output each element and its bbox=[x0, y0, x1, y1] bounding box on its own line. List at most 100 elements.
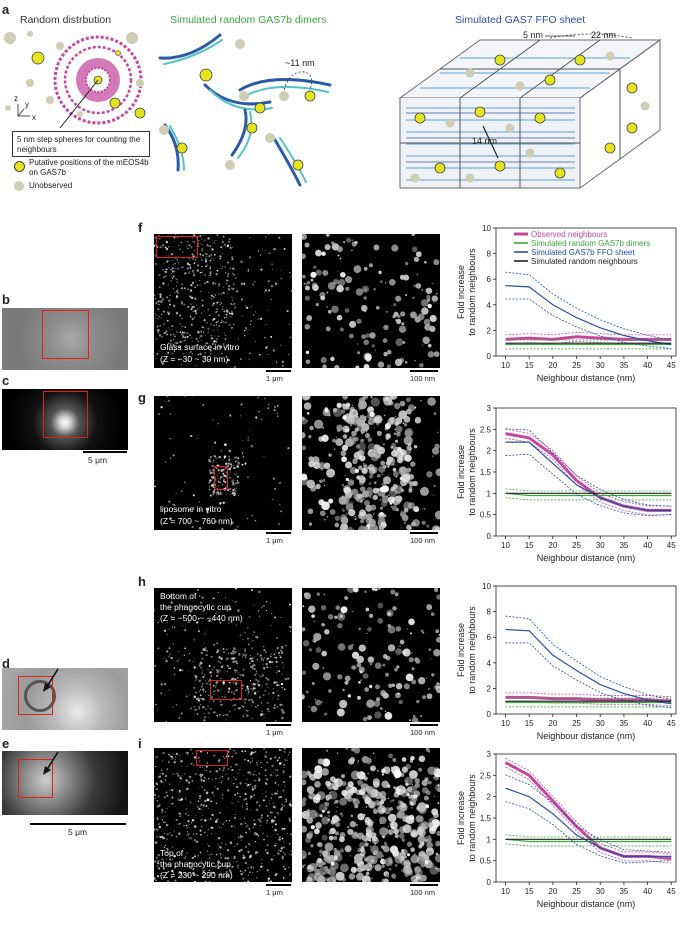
caption-i-line2: the phagocytic cup bbox=[160, 859, 231, 869]
panel-label-i: i bbox=[138, 736, 142, 751]
x-tick-label: 45 bbox=[667, 887, 676, 896]
y-tick-label: 2 bbox=[487, 793, 492, 802]
plot-frame bbox=[495, 227, 677, 357]
widefield-image-b bbox=[2, 308, 128, 370]
roi-box-b bbox=[42, 310, 89, 359]
y-tick-label: 0 bbox=[487, 532, 492, 541]
ffo-distance-14nm: 14 nm bbox=[472, 136, 498, 146]
y-tick-label: 0 bbox=[487, 710, 492, 719]
y-tick-label: 1.5 bbox=[480, 468, 492, 477]
y-axis-label-line2: to random neighbours bbox=[467, 248, 477, 336]
speckle-layer bbox=[154, 588, 292, 722]
palm-image-g-overview: liposome in vitro (Z = 700 ~ 760 nm) bbox=[154, 396, 292, 530]
scalebar-i-right bbox=[410, 884, 438, 886]
roi-box-c bbox=[43, 391, 88, 438]
x-axis-label: Neighbour distance (nm) bbox=[537, 899, 636, 909]
x-tick-label: 35 bbox=[619, 887, 628, 896]
plot-frame bbox=[495, 585, 677, 715]
chart-h: 0 2 4 6 8 10 10 15 20 25 30 35 40 45 Neighbour distanc… bbox=[456, 582, 677, 741]
y-axis-label-line1: Fold increase bbox=[456, 445, 466, 499]
y-tick-label: 2.5 bbox=[480, 771, 492, 780]
dimer-distance-label: ~11 nm bbox=[285, 58, 315, 68]
palm-image-g-zoom bbox=[302, 396, 440, 530]
speckle-layer bbox=[302, 588, 440, 722]
x-tick-label: 25 bbox=[572, 361, 581, 370]
x-tick-label: 10 bbox=[501, 719, 510, 728]
x-tick-label: 45 bbox=[667, 719, 676, 728]
scalebar-i-right-label: 100 nm bbox=[410, 888, 436, 897]
x-tick-label: 30 bbox=[596, 361, 605, 370]
gray-sphere-icon bbox=[14, 181, 24, 191]
roi-box-g bbox=[214, 466, 228, 490]
series-0-ci-line bbox=[505, 692, 672, 698]
scalebar-f-right bbox=[410, 370, 438, 372]
x-tick-label: 40 bbox=[643, 361, 652, 370]
scalebar-e bbox=[30, 823, 126, 825]
speckle-layer bbox=[302, 396, 440, 530]
caption-i-line3: (Z = 230 ~ 290 nm) bbox=[160, 870, 233, 880]
x-tick-label: 20 bbox=[548, 361, 557, 370]
scalebar-c-label: 5 μm bbox=[88, 455, 108, 465]
palm-image-f-zoom bbox=[302, 234, 440, 368]
scalebar-h-left-label: 1 μm bbox=[266, 728, 283, 737]
y-tick-label: 6 bbox=[487, 275, 492, 284]
scalebar-h-right-label: 100 nm bbox=[410, 728, 436, 737]
series-0-line bbox=[504, 761, 672, 861]
x-tick-label: 40 bbox=[643, 541, 652, 550]
series-0-ci-line bbox=[505, 428, 672, 507]
ffo-sheet-diagram bbox=[398, 33, 662, 189]
x-tick-label: 20 bbox=[548, 541, 557, 550]
series-2-ci-line bbox=[505, 271, 672, 341]
series-2-ci-line bbox=[505, 774, 672, 853]
sphere-legend: Putative positions of the mEOS4b on GAS7… bbox=[12, 158, 150, 192]
chart-g: 0 0.5 1 1.5 2 2.5 3 10 15 20 25 30 35 40 45 Neighbour d… bbox=[456, 404, 677, 563]
y-axis-label-line1: Fold increase bbox=[456, 791, 466, 845]
panel-label-c: c bbox=[2, 373, 10, 388]
dimers-diagram bbox=[158, 33, 332, 187]
caption-h-line2: the phagocytic cup bbox=[160, 602, 231, 612]
legend-item-unobserved: Unobserved bbox=[12, 180, 150, 192]
scalebar-i-left bbox=[266, 884, 291, 886]
x-tick-label: 10 bbox=[501, 541, 510, 550]
panel-label-a: a bbox=[2, 2, 10, 17]
x-tick-label: 25 bbox=[572, 541, 581, 550]
panel-label-d: d bbox=[2, 656, 10, 671]
ffo-title: Simulated GAS7 FFO sheet bbox=[455, 14, 586, 26]
x-tick-label: 20 bbox=[548, 719, 557, 728]
speckle-layer bbox=[154, 396, 290, 530]
x-tick-label: 35 bbox=[619, 541, 628, 550]
palm-image-i-zoom bbox=[302, 748, 440, 882]
x-tick-label: 10 bbox=[501, 361, 510, 370]
series-2-line bbox=[505, 285, 672, 346]
scalebar-g-left bbox=[266, 532, 291, 534]
ffo-distance-22nm: 22 nm bbox=[591, 30, 617, 40]
scalebar-e-label: 5 μm bbox=[68, 827, 88, 837]
series-0-line bbox=[505, 695, 672, 703]
x-tick-label: 45 bbox=[667, 541, 676, 550]
y-axis-label-line1: Fold increase bbox=[456, 623, 466, 677]
series-0-ci-line bbox=[505, 331, 672, 336]
speckle-layer bbox=[302, 748, 440, 882]
palm-image-h-zoom bbox=[302, 588, 440, 722]
x-tick-label: 40 bbox=[643, 719, 652, 728]
bead-shape bbox=[24, 680, 56, 712]
panel-label-e: e bbox=[2, 736, 10, 751]
y-tick-label: 2.5 bbox=[480, 425, 492, 434]
series-2-line bbox=[505, 628, 672, 705]
series-2-ci-line bbox=[505, 642, 672, 709]
x-tick-label: 15 bbox=[525, 887, 534, 896]
series-1-ci-line bbox=[505, 488, 672, 492]
roi-box-f bbox=[156, 236, 198, 258]
y-tick-label: 6 bbox=[487, 633, 492, 642]
panel-label-b: b bbox=[2, 292, 10, 307]
y-axis-label-line2: to random neighbours bbox=[467, 606, 477, 694]
roi-box-e bbox=[18, 759, 53, 798]
x-tick-label: 40 bbox=[643, 887, 652, 896]
speckle-layer bbox=[302, 234, 440, 368]
legend-unobserved-text: Unobserved bbox=[29, 181, 73, 190]
x-tick-label: 45 bbox=[667, 361, 676, 370]
caption-h-line3: (Z = −500 ~ −440 nm) bbox=[160, 613, 243, 623]
series-1-line bbox=[505, 492, 672, 497]
x-tick-label: 25 bbox=[572, 887, 581, 896]
series-2-ci-line bbox=[505, 428, 672, 507]
